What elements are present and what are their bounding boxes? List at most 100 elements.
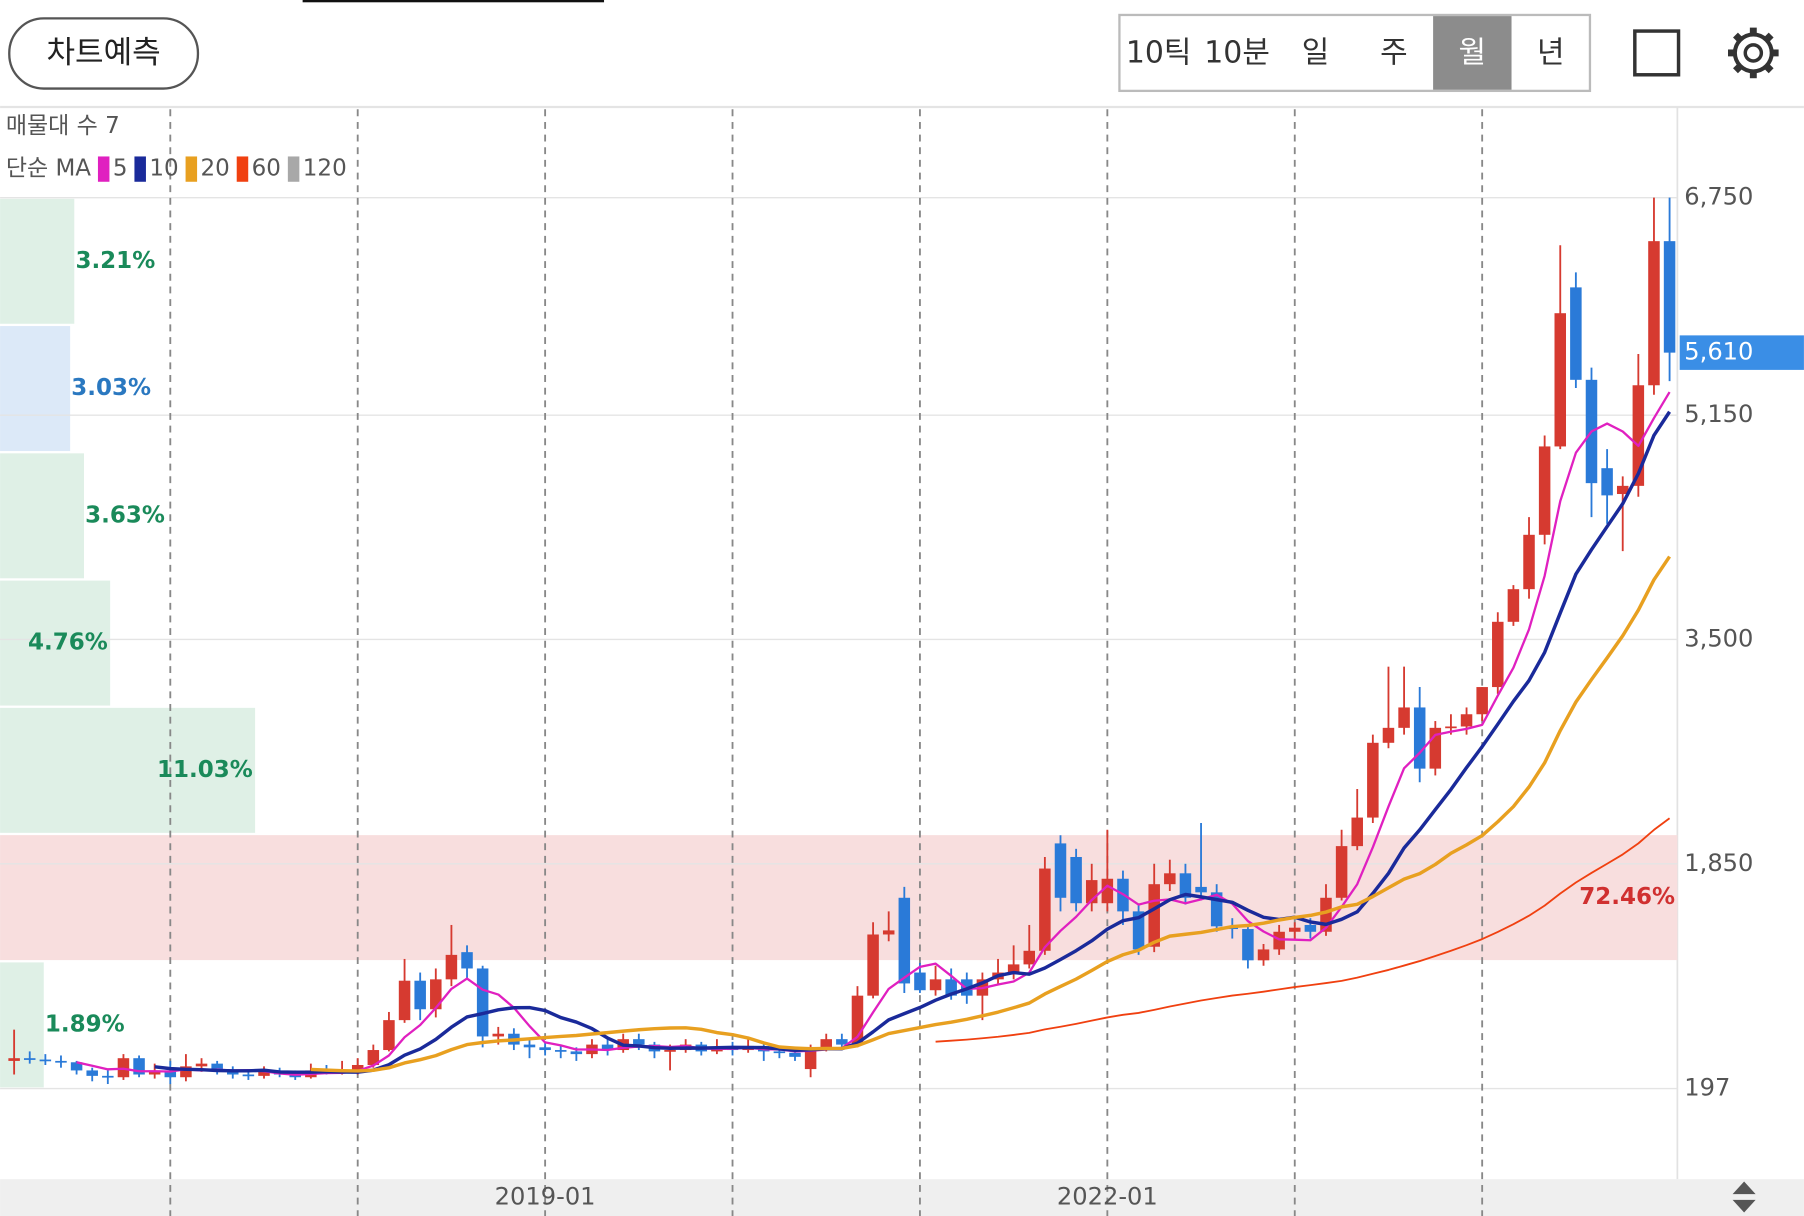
candle-body	[492, 1033, 505, 1037]
candle-body	[39, 1059, 52, 1062]
candle-body	[398, 980, 411, 1021]
ma-legend-swatch	[134, 156, 146, 182]
candle-body	[1538, 446, 1551, 535]
volume-band	[0, 453, 85, 579]
candle-body	[1320, 897, 1332, 932]
candle-body	[351, 1064, 364, 1071]
fullscreen-icon[interactable]	[1633, 29, 1681, 77]
candle-body	[1398, 707, 1410, 728]
candle-body	[1367, 742, 1379, 818]
candle-body	[1304, 924, 1317, 932]
tab[interactable]: 10틱	[1126, 36, 1192, 71]
volume-profile	[0, 198, 1678, 1088]
moving-averages	[76, 391, 1672, 1076]
tab[interactable]: 일	[1302, 36, 1330, 71]
candle-body	[554, 1050, 567, 1052]
candle-body	[601, 1044, 614, 1051]
candle-body	[367, 1050, 380, 1065]
tab[interactable]: 년	[1537, 36, 1565, 71]
tab-label: 월	[1459, 36, 1487, 71]
candle-body	[1210, 892, 1223, 927]
volume-band	[0, 962, 44, 1088]
tab[interactable]: 월	[1433, 16, 1512, 90]
candle-body	[1164, 873, 1176, 885]
candle-body	[1351, 817, 1363, 847]
candle-body	[102, 1075, 114, 1078]
candle-body	[1492, 621, 1504, 688]
tab-label: 일	[1302, 36, 1330, 71]
candle-body	[539, 1047, 551, 1051]
button-frame	[8, 17, 200, 90]
tab[interactable]: 10분	[1204, 36, 1270, 71]
gear-hole	[1743, 43, 1764, 63]
candle-body	[133, 1058, 145, 1075]
ma-legend-swatch	[236, 156, 249, 182]
candle-body	[1070, 856, 1082, 904]
candle-body	[1523, 534, 1535, 590]
candle-body	[1382, 727, 1395, 743]
settings-icon[interactable]	[1728, 27, 1779, 79]
candle-body	[1570, 287, 1582, 380]
candle-body	[461, 952, 473, 969]
candle-body	[664, 1050, 676, 1052]
candle-body	[523, 1044, 536, 1048]
ma-legend-label: 20	[201, 156, 230, 182]
tab-selected-bg	[1433, 16, 1512, 90]
candle-body	[148, 1070, 161, 1075]
y-tick-label: 1,850	[1684, 849, 1753, 877]
candle-body	[570, 1051, 583, 1055]
candle-body	[70, 1062, 83, 1071]
period-tabs: 10틱 10분 일 주 월 년	[1118, 13, 1592, 93]
candle-body	[8, 1058, 20, 1061]
candle-body	[945, 979, 957, 996]
candle-body	[195, 1063, 208, 1067]
volume-band	[0, 326, 71, 452]
ma-line	[935, 817, 1671, 1043]
labels: 매물대 수 7 1.89% 72.46% 11.03% 4.76% 3.63% 3.03%…	[6, 113, 1804, 1211]
candle-body	[445, 954, 458, 980]
ma-legend-swatch	[185, 156, 198, 182]
candle-body	[1663, 241, 1676, 353]
candle-body	[1648, 241, 1660, 386]
candle-body	[914, 972, 926, 991]
volume-band	[0, 835, 1678, 961]
ma-legend-swatch	[97, 156, 110, 182]
candle-body	[820, 1039, 832, 1048]
volume-band	[0, 580, 111, 706]
candle-body	[1054, 843, 1067, 898]
candle-body	[1554, 313, 1567, 447]
candle-body	[476, 968, 489, 1037]
candle-body	[1601, 468, 1613, 496]
ma-legend-title: 단순 MA	[6, 156, 91, 182]
candle-body	[1507, 589, 1520, 622]
candle-body	[1413, 707, 1426, 769]
y-tick-label: 6,750	[1684, 183, 1753, 211]
candle-body	[1460, 714, 1473, 727]
tab-label: 년	[1537, 36, 1565, 71]
volume-band	[0, 707, 256, 833]
arrow-up	[1732, 1181, 1756, 1195]
candle-body	[1039, 868, 1051, 951]
volume-band-label: 3.03%	[71, 375, 151, 401]
arrow-down	[1732, 1199, 1756, 1213]
candle-body	[1616, 485, 1629, 495]
ma-legend-label: 60	[252, 156, 281, 182]
y-tick-label: 3,500	[1684, 624, 1753, 652]
last-price-label: 5,610	[1684, 338, 1753, 366]
ma-legend-label: 5	[113, 156, 128, 182]
volume-band-label: 11.03%	[157, 757, 253, 783]
tab[interactable]: 주	[1380, 36, 1408, 71]
x-tick-label: 2019-01	[495, 1183, 596, 1211]
x-tick-label: 2022-01	[1057, 1183, 1158, 1211]
ma-line	[310, 555, 1671, 1073]
predict-button[interactable]: 차트예측	[8, 17, 200, 90]
sort-icon[interactable]	[1732, 1181, 1756, 1213]
candle-body	[1273, 931, 1285, 950]
candle-body	[929, 979, 942, 991]
tabs-frame	[1118, 13, 1592, 93]
candle-body	[1101, 878, 1114, 904]
candle-body	[1257, 949, 1270, 961]
tab-label: 주	[1380, 36, 1408, 71]
